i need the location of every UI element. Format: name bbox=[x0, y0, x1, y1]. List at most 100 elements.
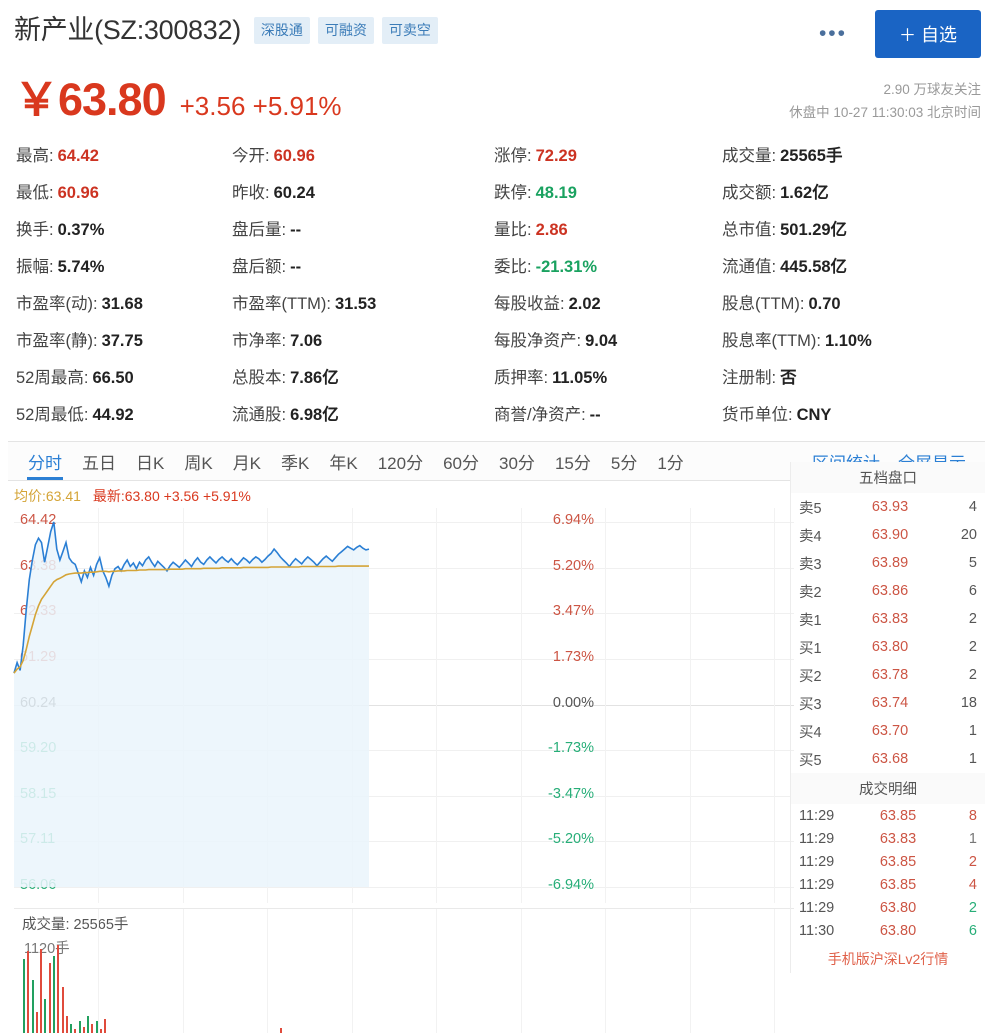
stat-item: 跌停: 48.19 bbox=[494, 179, 722, 203]
grid-line-vertical bbox=[690, 508, 691, 903]
orderbook-volume: 2 bbox=[968, 639, 977, 655]
stat-item: 股息率(TTM): 1.10% bbox=[722, 327, 981, 351]
more-options-icon[interactable]: ••• bbox=[818, 22, 847, 45]
tab-5分[interactable]: 5分 bbox=[610, 453, 638, 473]
volume-bar bbox=[82, 1027, 85, 1033]
deal-row: 11:29 63.80 2 bbox=[791, 896, 985, 919]
grid-line-vertical bbox=[605, 909, 606, 1033]
orderbook-volume: 1 bbox=[968, 723, 977, 739]
stat-value: 60.96 bbox=[57, 184, 99, 202]
deal-price: 63.85 bbox=[879, 853, 917, 870]
stat-value: CNY bbox=[796, 406, 832, 424]
tab-周K[interactable]: 周K bbox=[184, 453, 213, 473]
grid-line-vertical bbox=[352, 909, 353, 1033]
title-wrap: 新产业(SZ:300832) 深股通 可融资 可卖空 bbox=[14, 8, 813, 48]
volume-title: 成交量: 25565手 bbox=[22, 917, 129, 933]
stat-value: 2.02 bbox=[568, 295, 601, 313]
orderbook-price: 63.93 bbox=[871, 499, 909, 515]
volume-bar bbox=[104, 1019, 107, 1033]
volume-bar bbox=[27, 950, 30, 1033]
stat-label: 股息率(TTM): bbox=[722, 332, 821, 350]
grid-line bbox=[14, 750, 794, 751]
orderbook-row: 买2 63.78 2 bbox=[791, 661, 985, 689]
stat-value: 60.96 bbox=[273, 147, 315, 165]
chart-zone: 雪球 64.426.94%63.385.20%62.333.47%61.291.… bbox=[8, 508, 985, 1033]
volume-bar bbox=[48, 963, 51, 1033]
stat-label: 市净率: bbox=[232, 332, 287, 350]
tab-15分[interactable]: 15分 bbox=[554, 453, 591, 473]
stat-value: 1.10% bbox=[824, 332, 872, 350]
stat-item: 流通股: 6.98亿 bbox=[232, 401, 494, 425]
deal-volume: 6 bbox=[968, 922, 977, 939]
y-axis-percent-label: -1.73% bbox=[548, 740, 594, 756]
orderbook-level: 卖1 bbox=[799, 612, 822, 629]
stat-value: 72.29 bbox=[535, 147, 577, 165]
stat-value: 48.19 bbox=[535, 184, 577, 202]
tab-日K[interactable]: 日K bbox=[136, 453, 165, 473]
grid-line-vertical bbox=[267, 909, 268, 1033]
tab-分时[interactable]: 分时 bbox=[18, 442, 72, 480]
orderbook-price: 63.68 bbox=[871, 751, 909, 767]
orderbook-price: 63.83 bbox=[871, 611, 909, 627]
deal-time: 11:29 bbox=[799, 830, 835, 847]
orderbook-row: 买1 63.80 2 bbox=[791, 633, 985, 661]
tag-shenguotong[interactable]: 深股通 bbox=[253, 17, 310, 44]
chart-legend: 均价:63.41 最新:63.80 +3.56 +5.91% bbox=[0, 481, 993, 508]
tab-1分[interactable]: 1分 bbox=[657, 453, 684, 473]
tab-年K[interactable]: 年K bbox=[329, 453, 358, 473]
price-area-fill bbox=[14, 522, 369, 887]
stat-value: 44.92 bbox=[92, 406, 134, 424]
stat-item: 每股收益: 2.02 bbox=[494, 290, 722, 314]
lv2-promo-link[interactable]: 手机版沪深Lv2行情 bbox=[827, 951, 949, 967]
y-axis-percent-label: 6.94% bbox=[552, 512, 594, 528]
y-axis-percent-label: -6.94% bbox=[548, 877, 594, 893]
tab-季K[interactable]: 季K bbox=[281, 453, 310, 473]
grid-line-vertical bbox=[774, 909, 775, 1033]
intraday-price-plot[interactable]: 雪球 64.426.94%63.385.20%62.333.47%61.291.… bbox=[13, 508, 794, 903]
tab-120分[interactable]: 120分 bbox=[377, 453, 424, 473]
stat-value: -- bbox=[290, 221, 302, 239]
volume-bar bbox=[23, 958, 25, 1033]
tab-月K[interactable]: 月K bbox=[232, 453, 262, 473]
stat-item: 流通值: 445.58亿 bbox=[722, 253, 981, 277]
deal-volume: 8 bbox=[968, 807, 977, 824]
deal-volume: 4 bbox=[968, 876, 977, 893]
volume-bars[interactable] bbox=[22, 941, 377, 1033]
orderbook-level: 买5 bbox=[799, 752, 822, 769]
price-row: ￥63.80 +3.56 +5.91% 2.90 万球友关注 休盘中 10-27… bbox=[0, 58, 993, 128]
stat-item: 每股净资产: 9.04 bbox=[494, 327, 722, 351]
orderbook-volume: 2 bbox=[968, 611, 977, 627]
stat-label: 注册制: bbox=[722, 369, 777, 387]
stat-label: 成交额: bbox=[722, 184, 777, 202]
tag-margin-trading[interactable]: 可融资 bbox=[317, 17, 374, 44]
add-watchlist-label: 自选 bbox=[921, 25, 957, 45]
stat-value: 5.74% bbox=[57, 258, 105, 276]
orderbook-volume: 4 bbox=[968, 499, 977, 515]
orderbook-rows: 卖5 63.93 4 卖4 63.90 20 卖3 63.89 5 卖2 63.86 6 卖1 63.83… bbox=[791, 493, 985, 773]
deal-volume: 1 bbox=[968, 830, 977, 847]
y-axis-percent-label: -3.47% bbox=[548, 786, 594, 802]
deal-time: 11:29 bbox=[799, 876, 835, 893]
deal-row: 11:29 63.85 8 bbox=[791, 804, 985, 827]
deal-row: 11:29 63.85 4 bbox=[791, 873, 985, 896]
tab-60分[interactable]: 60分 bbox=[443, 453, 480, 473]
tab-五日[interactable]: 五日 bbox=[82, 453, 116, 473]
stat-label: 跌停: bbox=[494, 184, 532, 202]
stat-value: 25565手 bbox=[780, 147, 843, 165]
stat-item: 股息(TTM): 0.70 bbox=[722, 290, 981, 314]
orderbook-price: 63.70 bbox=[871, 723, 909, 739]
tab-30分[interactable]: 30分 bbox=[499, 453, 535, 473]
volume-bar bbox=[44, 999, 47, 1033]
orderbook-level: 卖2 bbox=[799, 584, 822, 601]
volume-bar bbox=[31, 979, 34, 1033]
tag-short-selling[interactable]: 可卖空 bbox=[381, 17, 438, 44]
stat-label: 股息(TTM): bbox=[722, 295, 805, 313]
deal-row: 11:30 63.80 6 bbox=[791, 919, 985, 942]
stat-item: 最高: 64.42 bbox=[16, 142, 232, 166]
add-watchlist-button[interactable]: ＋ 自选 bbox=[875, 10, 981, 58]
orderbook-level: 买2 bbox=[799, 668, 822, 685]
stat-label: 商誉/净资产: bbox=[494, 406, 586, 424]
stat-label: 质押率: bbox=[494, 369, 549, 387]
volume-plot-zone: 成交量: 25565手 1120手 bbox=[14, 908, 794, 1033]
stat-item: 总市值: 501.29亿 bbox=[722, 216, 981, 240]
